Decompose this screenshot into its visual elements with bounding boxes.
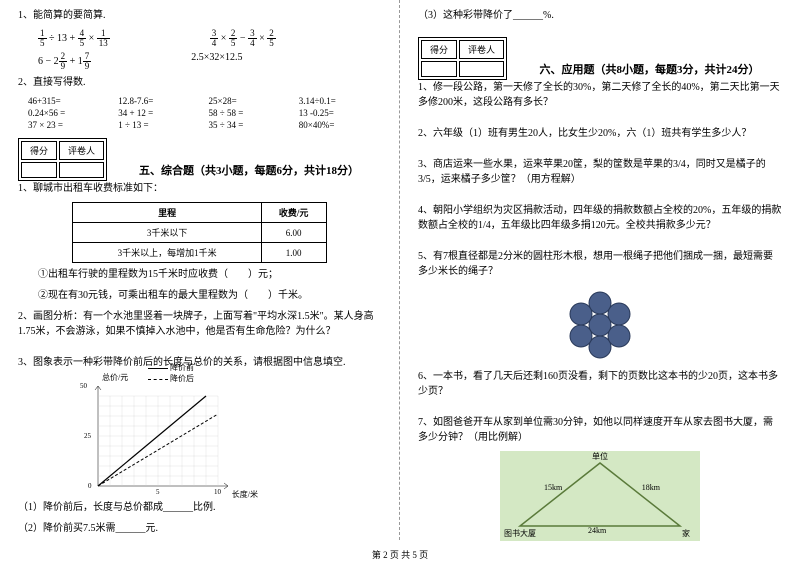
calc-cell: 0.24×56 = (28, 108, 110, 118)
q5-3b: （2）降价前买7.5米需______元. (18, 521, 381, 536)
math-row-1: 15 ÷ 13 + 45 × 113 34 × 25 − 34 × 25 (38, 29, 381, 48)
q5-1: 1、聊城市出租车收费标准如下： (18, 181, 381, 196)
svg-text:25: 25 (84, 432, 92, 440)
calc-cell: 34 + 12 = (118, 108, 200, 118)
section6-title: 六、应用题（共8小题，每题3分，共计24分） (517, 61, 782, 77)
y-axis-label: 总价/元 (102, 372, 128, 383)
score-box: 得分评卷人 (18, 138, 107, 181)
x-axis-label: 长度/米 (232, 489, 258, 500)
table-cell: 6.00 (261, 223, 326, 243)
tri-top: 单位 (592, 451, 608, 462)
tri-e2: 18km (642, 483, 660, 492)
math-row-2: 6 − 229 + 179 2.5×32×12.5 (38, 52, 381, 71)
th-mileage: 里程 (73, 203, 261, 223)
calc-cell: 35 ÷ 34 = (209, 120, 291, 130)
svg-text:0: 0 (88, 482, 92, 490)
triangle-diagram: 单位 图书大厦 家 15km 18km 24km (500, 451, 700, 541)
q6-2: 2、六年级（1）班有男生20人，比女生少20%，六（1）班共有学生多少人？ (418, 126, 782, 141)
right-column: （3）这种彩带降价了______%. 得分评卷人 六、应用题（共8小题，每题3分… (400, 0, 800, 540)
eq1: 15 ÷ 13 + 45 × 113 (38, 29, 110, 48)
table-cell: 3千米以上，每增加1千米 (73, 243, 261, 263)
q5-2: 2、画图分析：有一个水池里竖着一块牌子，上面写着"平均水深1.5米"。某人身高1… (18, 309, 381, 339)
q6-1: 1、修一段公路，第一天修了全长的30%，第二天修了全长的40%，第二天比第一天多… (418, 80, 782, 110)
q5-1a: ①出租车行驶的里程数为15千米时应收费（ ）元； (38, 267, 381, 282)
tri-left: 图书大厦 (504, 528, 536, 539)
score-label: 得分 (421, 40, 457, 59)
price-chart: 降价前 降价后 50250 510 总价/元 长度/米 (78, 376, 238, 496)
grader-label: 评卷人 (59, 141, 104, 160)
svg-text:5: 5 (156, 488, 160, 496)
q6-4: 4、朝阳小学组织为灾区捐款活动，四年级的捐款数额占全校的20%，五年级的捐款数额… (418, 203, 782, 233)
eq4: 2.5×32×12.5 (191, 52, 242, 71)
calc-grid: 46+315= 12.8-7.6= 25×28= 3.14÷0.1= 0.24×… (28, 96, 381, 130)
score-label: 得分 (21, 141, 57, 160)
score-box-2: 得分评卷人 (418, 37, 507, 80)
chart-legend: 降价前 降价后 (148, 362, 194, 384)
q5-1b: ②现在有30元钱，可乘出租车的最大里程数为（ ）千米。 (38, 288, 381, 303)
q5-3a: （1）降价前后，长度与总价都成______比例. (18, 500, 381, 515)
calc-cell: 1 ÷ 13 = (118, 120, 200, 130)
eq3: 6 − 229 + 179 (38, 52, 91, 71)
tri-e1: 15km (544, 483, 562, 492)
q1-title: 1、能简算的要简算. (18, 8, 381, 23)
table-cell: 3千米以下 (73, 223, 261, 243)
calc-cell: 46+315= (28, 96, 110, 106)
circles-diagram (555, 285, 645, 365)
tri-e3: 24km (588, 526, 606, 535)
calc-cell: 37 × 23 = (28, 120, 110, 130)
fare-table: 里程收费/元 3千米以下6.00 3千米以上，每增加1千米1.00 (72, 202, 326, 263)
calc-cell: 3.14÷0.1= (299, 96, 381, 106)
q6-5: 5、有7根直径都是2分米的圆柱形木根，想用一根绳子把他们捆成一捆，最短需要多少米… (418, 249, 782, 279)
calc-cell: 58 ÷ 58 = (209, 108, 291, 118)
section5-title: 五、综合题（共3小题，每题6分，共计18分） (117, 162, 381, 178)
th-fare: 收费/元 (261, 203, 326, 223)
page-footer: 第 2 页 共 5 页 (0, 548, 800, 561)
calc-cell: 12.8-7.6= (118, 96, 200, 106)
svg-text:50: 50 (80, 382, 88, 390)
chart-svg: 50 25 0 5 10 (78, 376, 238, 496)
q6-6: 6、一本书，看了几天后还剩160页没看，剩下的页数比这本书的少20页，这本书多少… (418, 369, 782, 399)
q5-3c: （3）这种彩带降价了______%. (418, 8, 782, 23)
calc-cell: 13 -0.25= (299, 108, 381, 118)
q2-title: 2、直接写得数. (18, 75, 381, 90)
grader-label: 评卷人 (459, 40, 504, 59)
left-column: 1、能简算的要简算. 15 ÷ 13 + 45 × 113 34 × 25 − … (0, 0, 400, 540)
svg-text:10: 10 (214, 488, 222, 496)
calc-cell: 80×40%= (299, 120, 381, 130)
table-cell: 1.00 (261, 243, 326, 263)
tri-right: 家 (682, 528, 690, 539)
q6-7: 7、如图爸爸开车从家到单位需30分钟，如他以同样速度开车从家去图书大厦，需多少分… (418, 415, 782, 445)
calc-cell: 25×28= (209, 96, 291, 106)
q6-3: 3、商店运来一些水果，运来苹果20筐，梨的筐数是苹果的3/4，同时又是橘子的3/… (418, 157, 782, 187)
eq2: 34 × 25 − 34 × 25 (210, 29, 276, 48)
q5-3: 3、图象表示一种彩带降价前后的长度与总价的关系，请根据图中信息填空. (18, 355, 381, 370)
